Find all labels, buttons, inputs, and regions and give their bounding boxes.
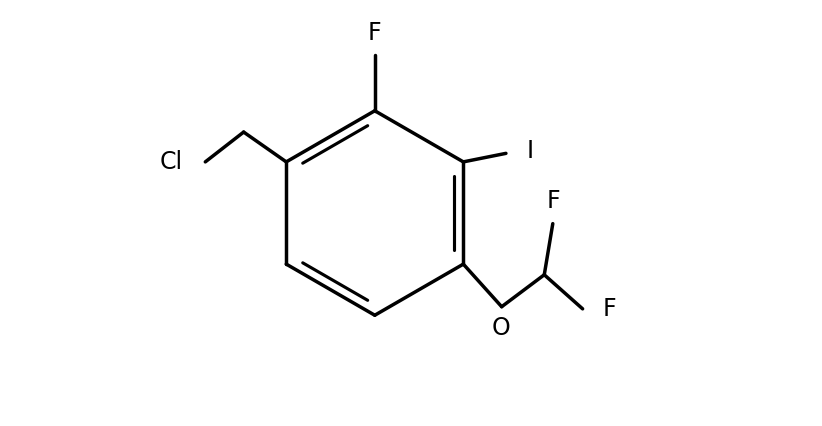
Text: F: F [547, 190, 561, 213]
Text: Cl: Cl [160, 150, 183, 174]
Text: F: F [368, 21, 381, 45]
Text: F: F [603, 297, 616, 321]
Text: O: O [492, 316, 510, 340]
Text: I: I [526, 139, 533, 163]
